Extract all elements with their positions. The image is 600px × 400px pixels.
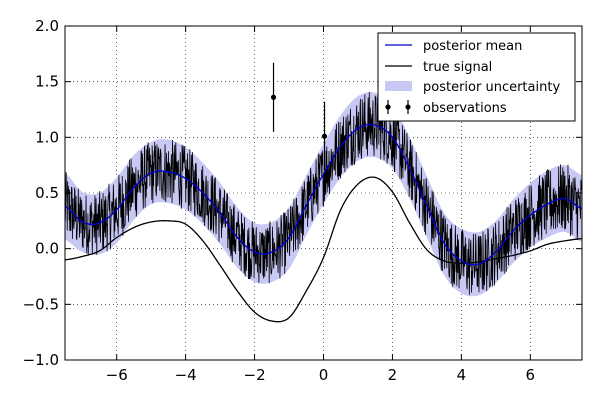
plot-data (65, 62, 582, 323)
observation-point-0 (270, 94, 277, 100)
y-tick-label-1: −0.5 (23, 295, 59, 313)
y-tick-label-6: 2.0 (35, 17, 59, 35)
y-tick-label-3: 0.5 (35, 184, 59, 202)
x-tick-label-3: 0 (319, 366, 329, 384)
axis-ticks: −6 −4 −2 0 2 4 6 −1.0 −0.5 0.0 0.5 1.0 1.5 2.0 (23, 17, 582, 384)
legend-observations-swatch (385, 100, 411, 114)
posterior-mean-line (65, 123, 582, 266)
legend-label-posterior-uncertainty: posterior uncertainty (423, 80, 560, 95)
posterior-sample-noise (65, 92, 582, 295)
y-tick-label-0: −1.0 (23, 351, 59, 369)
x-tick-label-4: 2 (388, 366, 398, 384)
legend-label-posterior-mean: posterior mean (423, 39, 522, 54)
legend-box (377, 32, 576, 122)
observation-point-1 (321, 133, 328, 139)
true-signal-line (65, 176, 582, 323)
legend-label-observations: observations (423, 101, 507, 116)
legend-label-true-signal: true signal (423, 60, 492, 75)
x-tick-label-0: −6 (106, 366, 128, 384)
y-tick-label-4: 1.0 (35, 128, 59, 146)
x-tick-label-1: −4 (175, 366, 197, 384)
x-tick-label-6: 6 (526, 366, 536, 384)
legend: posterior mean true signal posterior unc… (377, 32, 576, 122)
x-tick-label-2: −2 (244, 366, 266, 384)
y-tick-label-5: 1.5 (35, 73, 59, 91)
y-tick-label-2: 0.0 (35, 240, 59, 258)
legend-uncertainty-swatch (385, 81, 412, 91)
x-tick-label-5: 4 (457, 366, 467, 384)
